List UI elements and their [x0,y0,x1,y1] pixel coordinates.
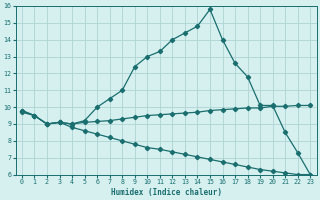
X-axis label: Humidex (Indice chaleur): Humidex (Indice chaleur) [111,188,221,197]
